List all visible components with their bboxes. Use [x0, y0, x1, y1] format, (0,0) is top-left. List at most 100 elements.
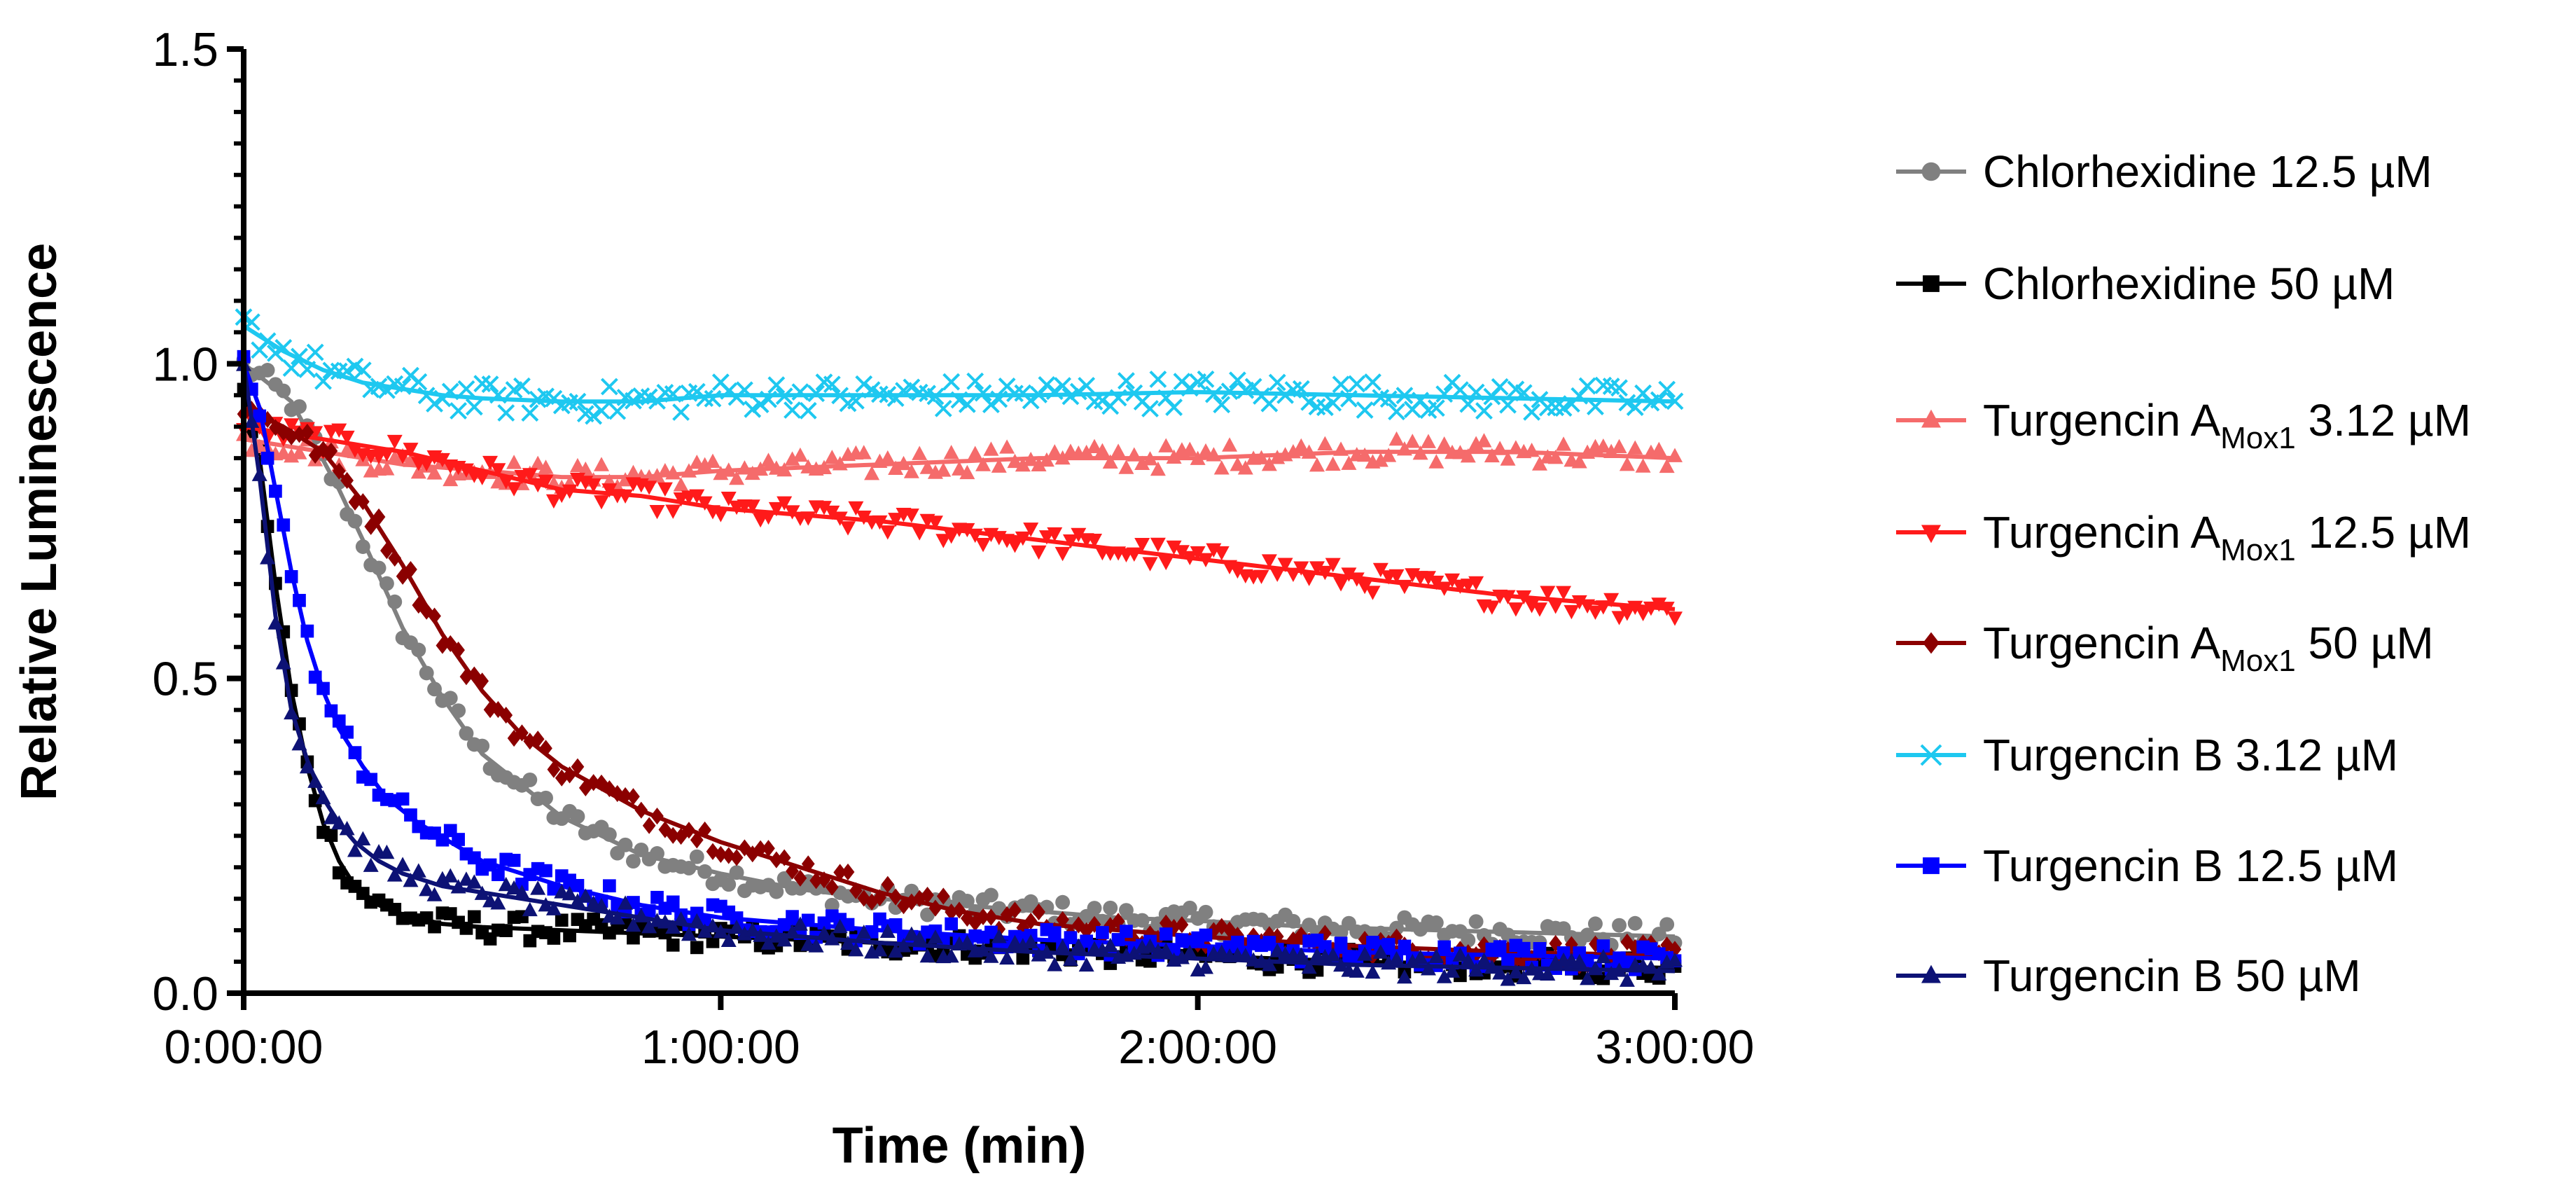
data-point [1325, 558, 1341, 572]
data-point [1618, 394, 1636, 412]
data-point [1142, 938, 1158, 953]
data-point [260, 363, 275, 378]
data-point [538, 897, 554, 912]
data-point [1237, 460, 1253, 475]
data-point [299, 759, 315, 774]
data-point [1078, 444, 1094, 459]
data-point [330, 362, 348, 380]
data-point [1190, 546, 1206, 561]
data-point [1023, 452, 1039, 466]
data-point [1015, 938, 1031, 953]
data-point [419, 665, 434, 681]
data-point [1508, 602, 1524, 617]
data-point [1538, 399, 1557, 417]
data-point [1204, 385, 1223, 403]
data-point [881, 876, 895, 893]
data-point [547, 882, 561, 896]
legend-marker [1921, 964, 1941, 983]
data-point [1436, 436, 1452, 451]
data-point [1611, 962, 1627, 977]
data-point [380, 542, 394, 560]
data-point [1206, 447, 1222, 462]
data-point [905, 893, 919, 911]
data-point [513, 377, 531, 395]
data-point [1365, 964, 1381, 979]
data-point [625, 854, 641, 869]
data-point [396, 792, 410, 806]
data-point [990, 390, 1008, 408]
data-point [428, 920, 441, 934]
data-point [649, 504, 665, 520]
data-point [1118, 372, 1135, 390]
data-point [1564, 604, 1580, 620]
data-point [315, 789, 331, 805]
data-point [697, 923, 713, 938]
data-point [1365, 586, 1381, 600]
data-point [1475, 402, 1493, 420]
data-point [396, 567, 410, 585]
data-point [1118, 459, 1134, 474]
data-point [618, 837, 633, 852]
data-point [769, 884, 784, 899]
y-tick-label: 0.0 [152, 967, 218, 1021]
data-point [840, 935, 856, 950]
data-point [1198, 443, 1214, 458]
data-point [1627, 600, 1643, 616]
data-point [958, 395, 976, 413]
data-point [404, 808, 417, 822]
data-point [1372, 562, 1388, 578]
data-point [999, 950, 1015, 965]
data-point [1016, 951, 1030, 965]
data-point [1000, 906, 1014, 923]
data-point [650, 808, 664, 825]
data-point [1547, 600, 1564, 614]
data-point [387, 434, 403, 450]
data-point [379, 844, 395, 859]
legend-item-turgencin-amox1-50-um: Turgencin AMox1 50 µM [1896, 618, 2434, 678]
data-point [459, 668, 473, 686]
data-point [1142, 557, 1158, 572]
data-point [879, 525, 896, 540]
data-point [563, 766, 576, 784]
data-point [426, 465, 443, 480]
data-point [912, 526, 928, 541]
data-point [1619, 972, 1635, 987]
data-point [650, 846, 664, 861]
data-point [1341, 567, 1357, 582]
data-point [1587, 605, 1603, 621]
data-point [410, 373, 428, 391]
series-turgencin-b-3-12-um [235, 308, 1684, 425]
data-point [1285, 444, 1301, 459]
data-point [1061, 387, 1080, 406]
data-point [585, 478, 601, 493]
data-point [276, 383, 291, 399]
data-point [332, 714, 346, 728]
legend-label: Turgencin AMox1 12.5 µM [1983, 507, 2471, 567]
data-point [847, 392, 865, 410]
fit-line [242, 406, 1676, 958]
data-point [912, 931, 928, 946]
data-point [1587, 916, 1603, 932]
data-point [1151, 929, 1165, 947]
data-point [1381, 938, 1395, 951]
data-point [1651, 927, 1666, 942]
data-point [1024, 913, 1038, 930]
data-point [921, 886, 934, 904]
data-point [530, 880, 546, 895]
data-point [856, 445, 872, 459]
data-point [841, 863, 855, 881]
data-point [1595, 600, 1611, 615]
data-point [855, 375, 873, 393]
data-point [1635, 458, 1651, 473]
data-point [571, 878, 585, 892]
data-point [1428, 575, 1444, 590]
data-point [1316, 399, 1334, 417]
data-point [1612, 918, 1627, 933]
data-point [1031, 457, 1047, 471]
data-point [388, 549, 402, 567]
data-point [514, 885, 530, 899]
data-point [721, 877, 737, 892]
legend-label: Turgencin AMox1 3.12 µM [1983, 395, 2471, 455]
data-point [1491, 378, 1509, 396]
data-point [1396, 579, 1412, 595]
